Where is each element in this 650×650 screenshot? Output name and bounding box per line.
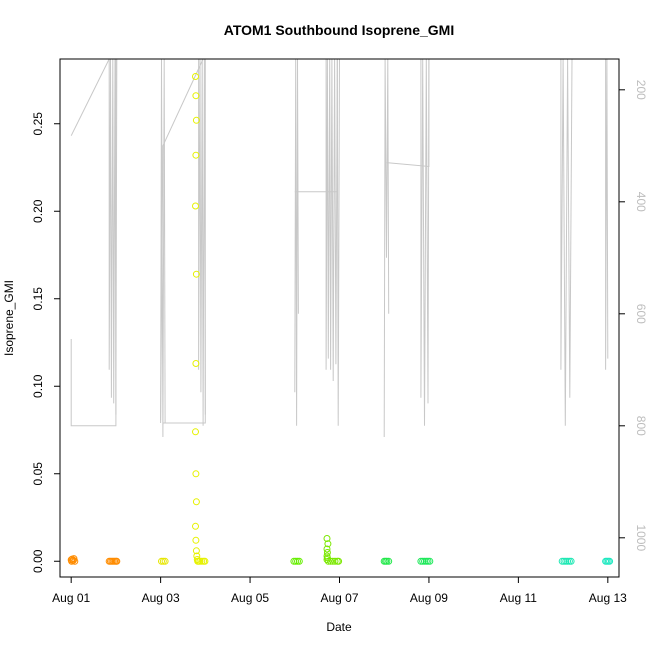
overlay-line-segment xyxy=(294,58,299,426)
y-tick-label: 0.15 xyxy=(31,287,45,311)
data-point xyxy=(192,470,200,478)
y-tick-label: 0.25 xyxy=(31,112,45,136)
overlay-line-segment xyxy=(383,58,390,438)
right-tick-label: 1000 xyxy=(634,524,648,551)
data-point xyxy=(192,547,200,555)
data-point xyxy=(68,557,76,565)
data-point xyxy=(192,116,200,124)
chart-title: ATOM1 Southbound Isoprene_GMI xyxy=(224,22,454,38)
data-point xyxy=(327,557,335,565)
data-point xyxy=(192,73,199,80)
x-tick-label: Aug 13 xyxy=(589,591,627,605)
data-point xyxy=(323,549,331,556)
data-point xyxy=(192,92,200,100)
data-point xyxy=(324,557,332,565)
x-tick-label: Aug 05 xyxy=(231,591,269,605)
data-point xyxy=(606,557,614,565)
data-point xyxy=(192,270,200,278)
overlay-line-layer xyxy=(70,58,609,438)
x-tick-label: Aug 11 xyxy=(500,591,537,605)
data-point xyxy=(192,202,199,210)
x-axis: Aug 01 Aug 03 Aug 05 Aug 07 Aug 09 Aug 11 Aug … xyxy=(52,576,627,605)
data-point xyxy=(192,536,200,544)
overlay-line-segment xyxy=(162,59,206,424)
x-tick-label: Aug 01 xyxy=(52,591,90,605)
data-point xyxy=(113,557,121,565)
overlay-line-segment xyxy=(605,58,609,370)
data-point xyxy=(385,557,393,565)
overlay-line-segment xyxy=(420,58,430,426)
right-tick-label: 200 xyxy=(634,80,648,100)
data-point xyxy=(192,498,200,506)
data-points-layer xyxy=(67,73,614,565)
data-point xyxy=(567,557,575,565)
data-point xyxy=(324,540,332,548)
overlay-line-segment xyxy=(560,58,573,426)
y-tick-label: 0.20 xyxy=(31,199,45,223)
x-tick-label: Aug 07 xyxy=(320,591,358,605)
data-point xyxy=(192,151,200,159)
overlay-line-segment xyxy=(70,58,110,136)
overlay-line-segment xyxy=(160,58,204,424)
data-point xyxy=(192,360,200,367)
y-tick-label: 0.10 xyxy=(31,374,45,398)
data-point xyxy=(295,557,303,565)
x-axis-label: Date xyxy=(326,620,352,634)
data-point xyxy=(331,557,339,565)
data-point xyxy=(426,557,434,565)
overlay-line-segment xyxy=(198,58,206,426)
data-point xyxy=(192,522,199,530)
data-point xyxy=(201,557,209,565)
y-tick-label: 0.00 xyxy=(31,549,45,573)
overlay-line-segment xyxy=(160,58,166,438)
right-tick-label: 400 xyxy=(634,192,648,212)
data-point xyxy=(71,557,79,565)
x-tick-label: Aug 03 xyxy=(142,591,180,605)
y-axis-label: Isoprene_GMI xyxy=(2,280,16,356)
y-axis: 0.00 0.05 0.10 0.15 0.20 0.25 xyxy=(31,112,61,573)
data-point xyxy=(194,557,202,565)
data-point xyxy=(161,557,169,565)
right-axis: 200 400 600 800 1000 xyxy=(618,80,648,551)
right-tick-label: 800 xyxy=(634,416,648,436)
data-point xyxy=(323,545,331,553)
data-point xyxy=(335,557,343,565)
data-point xyxy=(323,535,331,542)
data-point xyxy=(69,556,77,564)
right-tick-label: 600 xyxy=(634,304,648,324)
y-tick-label: 0.05 xyxy=(31,462,45,486)
data-point xyxy=(192,428,199,436)
x-tick-label: Aug 09 xyxy=(410,591,448,605)
